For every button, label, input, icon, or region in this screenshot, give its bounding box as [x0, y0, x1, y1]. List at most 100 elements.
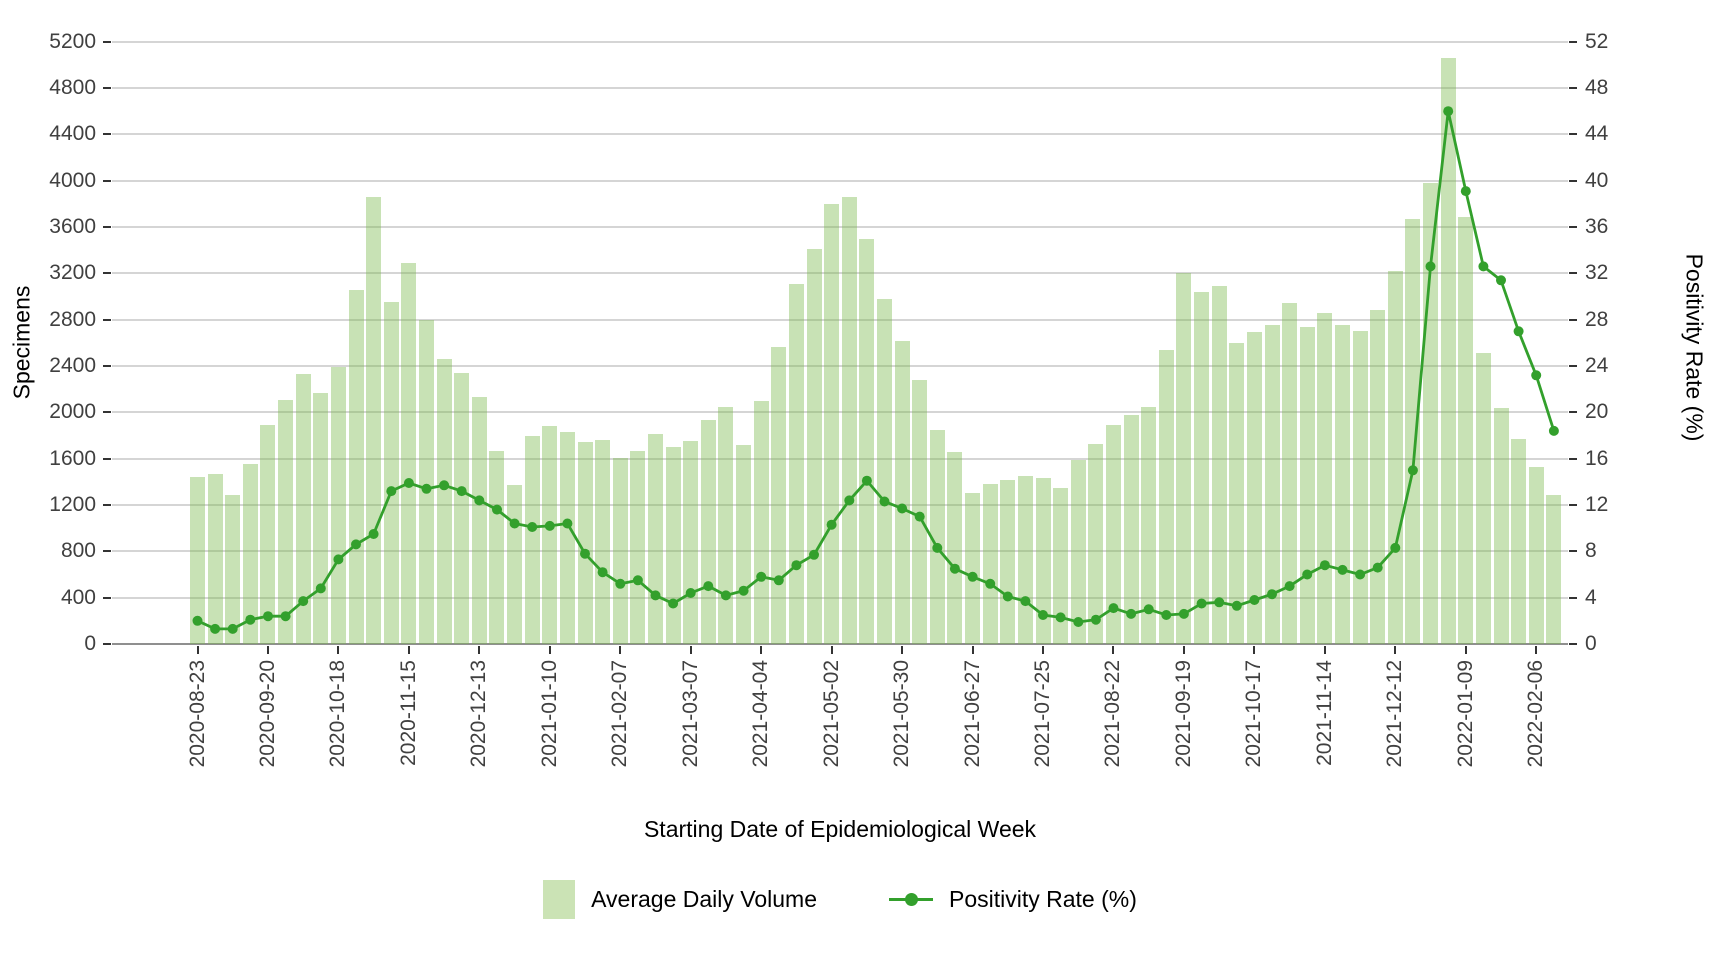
y-tick-label-left: 800: [60, 539, 96, 563]
y-tick-mark-right: [1569, 272, 1577, 275]
positivity-point: [280, 611, 291, 622]
positivity-point: [403, 478, 414, 488]
positivity-point: [492, 504, 502, 515]
y-tick-mark-right: [1569, 40, 1577, 43]
volume-bar: [1493, 407, 1509, 644]
x-tick-label: 2021-07-25: [1031, 660, 1055, 768]
grid-line: [112, 411, 1568, 414]
x-tick-label: 2021-03-07: [678, 660, 702, 768]
volume-bar: [1229, 342, 1245, 644]
y-tick-label-right: 12: [1585, 493, 1609, 516]
positivity-point: [879, 496, 890, 507]
y-tick-mark-left: [103, 550, 111, 553]
positivity-point: [897, 503, 908, 514]
grid-line: [112, 226, 1568, 229]
legend-label-volume: Average Daily Volume: [591, 886, 817, 912]
y-tick-mark-left: [103, 179, 111, 182]
volume-bar: [489, 450, 505, 644]
positivity-point: [1055, 612, 1066, 623]
positivity-point: [1267, 589, 1277, 600]
left-axis-title: Specimens: [8, 285, 35, 400]
volume-bar: [436, 359, 452, 644]
positivity-point: [1460, 186, 1471, 197]
volume-bar: [1070, 459, 1086, 644]
positivity-point: [1038, 610, 1048, 620]
y-tick-label-right: 20: [1585, 400, 1609, 424]
volume-bar: [1000, 479, 1016, 644]
y-tick-label-right: 0: [1585, 632, 1597, 655]
volume-bar: [1035, 478, 1051, 644]
x-axis-line: [112, 643, 1568, 645]
volume-bar: [841, 196, 857, 644]
positivity-point: [1126, 608, 1137, 619]
y-tick-label-left: 4400: [49, 122, 96, 146]
positivity-point: [1407, 465, 1418, 476]
volume-bar: [665, 447, 681, 644]
grid-line: [112, 504, 1568, 506]
y-tick-mark-right: [1569, 318, 1577, 321]
volume-bar: [771, 347, 787, 644]
volume-bar: [947, 451, 963, 644]
volume-bar: [418, 319, 434, 644]
volume-bar: [595, 440, 611, 644]
positivity-point: [456, 486, 467, 497]
volume-bar: [753, 400, 769, 644]
y-tick-mark-right: [1569, 365, 1577, 367]
volume-bar: [542, 426, 558, 644]
positivity-point: [756, 571, 767, 582]
y-tick-label-right: 52: [1585, 29, 1609, 53]
volume-bar: [1334, 325, 1350, 644]
volume-bar: [1405, 218, 1421, 644]
positivity-point: [1355, 569, 1366, 580]
positivity-point: [1372, 562, 1383, 573]
positivity-point: [421, 483, 432, 494]
x-tick-label: 2021-04-04: [749, 660, 773, 768]
volume-bar: [1387, 271, 1403, 644]
volume-bar: [507, 485, 523, 644]
y-tick-mark-right: [1569, 226, 1577, 229]
volume-bar: [313, 392, 329, 644]
x-tick-label: 2021-11-14: [1312, 660, 1336, 766]
positivity-point: [527, 522, 538, 532]
volume-bar: [683, 441, 699, 644]
grid-line: [112, 272, 1568, 275]
y-tick-label-left: 5200: [49, 29, 96, 53]
y-tick-mark-right: [1569, 179, 1577, 182]
y-tick-label-left: 4800: [49, 76, 96, 100]
y-tick-mark-right: [1569, 643, 1577, 645]
y-tick-mark-left: [103, 133, 111, 136]
volume-bar: [225, 494, 241, 644]
volume-bar: [1440, 57, 1456, 644]
x-tick-mark: [760, 646, 763, 654]
y-tick-mark-left: [103, 318, 111, 321]
x-tick-mark: [1394, 646, 1397, 654]
y-tick-label-right: 8: [1585, 539, 1597, 563]
volume-bar: [1053, 487, 1069, 644]
positivity-point: [809, 549, 819, 560]
y-tick-mark-left: [103, 596, 111, 599]
positivity-point: [615, 578, 626, 589]
y-tick-mark-right: [1569, 457, 1577, 460]
y-tick-mark-right: [1569, 133, 1577, 136]
positivity-point: [1196, 598, 1207, 609]
positivity-point: [632, 575, 643, 586]
positivity-point: [1443, 106, 1454, 117]
x-tick-mark: [337, 646, 340, 654]
positivity-point: [1496, 275, 1506, 286]
y-tick-label-left: 0: [84, 632, 96, 655]
positivity-point: [1108, 603, 1119, 614]
x-tick-label: 2021-02-07: [608, 660, 632, 768]
x-tick-label: 2022-02-06: [1524, 660, 1548, 768]
x-tick-mark: [1535, 646, 1538, 654]
positivity-point: [685, 588, 696, 598]
volume-bar: [559, 432, 575, 644]
y-tick-mark-left: [103, 40, 111, 43]
positivity-point: [1214, 597, 1225, 608]
y-tick-mark-left: [103, 504, 111, 506]
x-tick-mark: [1182, 646, 1185, 654]
positivity-point: [650, 590, 661, 601]
grid-line: [112, 133, 1568, 136]
volume-bar: [894, 340, 910, 644]
positivity-point: [1002, 591, 1013, 602]
